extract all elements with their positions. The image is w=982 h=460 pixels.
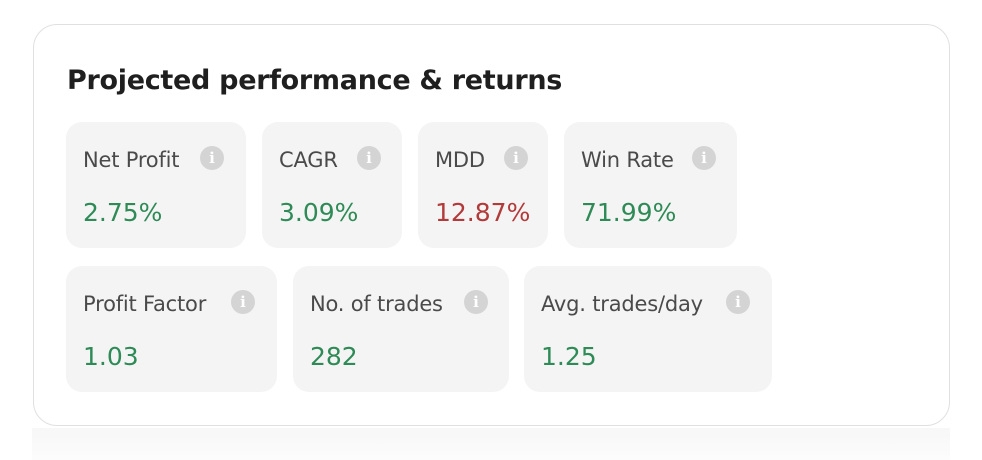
metric-value: 2.75% [83, 198, 163, 227]
card-shadow [32, 428, 950, 460]
info-icon[interactable]: i [692, 146, 716, 170]
metric-profit-factor: Profit Factor i 1.03 [66, 266, 277, 392]
metric-no-of-trades: No. of trades i 282 [293, 266, 509, 392]
card-title: Projected performance & returns [67, 65, 563, 96]
metric-value: 12.87% [435, 198, 531, 227]
metric-value: 71.99% [581, 198, 677, 227]
metric-net-profit: Net Profit i 2.75% [66, 122, 246, 248]
metric-label: Profit Factor [83, 292, 207, 316]
metric-label: No. of trades [310, 292, 443, 316]
info-icon[interactable]: i [464, 290, 488, 314]
metric-mdd: MDD i 12.87% [418, 122, 548, 248]
info-icon[interactable]: i [200, 146, 224, 170]
metric-label: Net Profit [83, 148, 180, 172]
metric-label: Win Rate [581, 148, 674, 172]
info-icon[interactable]: i [357, 146, 381, 170]
info-icon[interactable]: i [231, 290, 255, 314]
metric-label: Avg. trades/day [541, 292, 703, 316]
metric-win-rate: Win Rate i 71.99% [564, 122, 737, 248]
info-icon[interactable]: i [504, 146, 528, 170]
performance-card: Projected performance & returns Net Prof… [33, 24, 950, 426]
metric-value: 282 [310, 342, 358, 371]
metric-value: 3.09% [279, 198, 359, 227]
metric-avg-trades-day: Avg. trades/day i 1.25 [524, 266, 772, 392]
metric-label: CAGR [279, 148, 338, 172]
metric-label: MDD [435, 148, 485, 172]
info-icon[interactable]: i [726, 290, 750, 314]
metric-value: 1.25 [541, 342, 597, 371]
metric-value: 1.03 [83, 342, 139, 371]
metric-cagr: CAGR i 3.09% [262, 122, 402, 248]
